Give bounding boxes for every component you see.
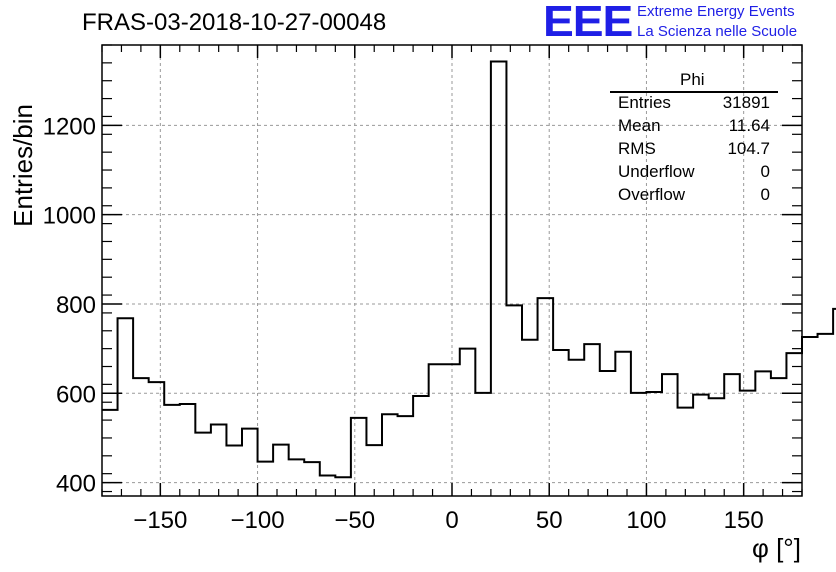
x-tick-label: 50 (536, 507, 563, 534)
x-tick-label: 100 (626, 507, 666, 534)
eee-logo: EEE (543, 0, 633, 46)
chart-title: FRAS-03-2018-10-27-00048 (82, 9, 387, 36)
stats-label: Overflow (618, 185, 686, 204)
stats-value: 104.7 (727, 139, 770, 158)
stats-row-rms: RMS 104.7 (618, 139, 770, 159)
stats-row-underflow: Underflow 0 (618, 162, 770, 182)
stats-label: Mean (618, 116, 661, 135)
x-tick-label: 150 (724, 507, 764, 534)
y-tick-label: 1200 (43, 113, 96, 140)
stats-divider (610, 91, 778, 93)
x-tick-label: 0 (445, 507, 458, 534)
logo-line-2: La Scienza nelle Scuole (637, 23, 798, 40)
y-tick-label: 800 (56, 292, 96, 319)
tick-labels: −150 −100 −50 0 50 100 150 400 600 800 1000 1200 (43, 113, 764, 534)
stats-row-entries: Entries 31891 (618, 93, 770, 113)
y-tick-label: 400 (56, 471, 96, 498)
x-axis-label: φ [°] (752, 533, 801, 563)
logo-line-1: Extreme Energy Events (637, 3, 795, 20)
stats-value: 0 (760, 185, 770, 204)
y-tick-label: 1000 (43, 203, 96, 230)
grid (102, 45, 802, 496)
histogram-line (102, 60, 836, 479)
stats-label: Entries (618, 93, 671, 112)
stats-row-overflow: Overflow 0 (618, 185, 770, 205)
x-tick-label: −50 (334, 507, 375, 534)
stats-value: 31891 (722, 93, 770, 112)
stats-label: Underflow (618, 162, 695, 181)
y-axis-label: Entries/bin (8, 104, 38, 227)
axis-ticks (101, 44, 803, 496)
x-tick-label: −150 (133, 507, 187, 534)
stats-title: Phi (680, 70, 705, 89)
stats-value: 0 (760, 162, 770, 181)
stats-row-mean: Mean 11.64 (618, 116, 770, 136)
stats-value: 11.64 (728, 116, 770, 135)
x-tick-label: −100 (231, 507, 285, 534)
stats-label: RMS (618, 139, 656, 158)
y-tick-label: 600 (56, 381, 96, 408)
